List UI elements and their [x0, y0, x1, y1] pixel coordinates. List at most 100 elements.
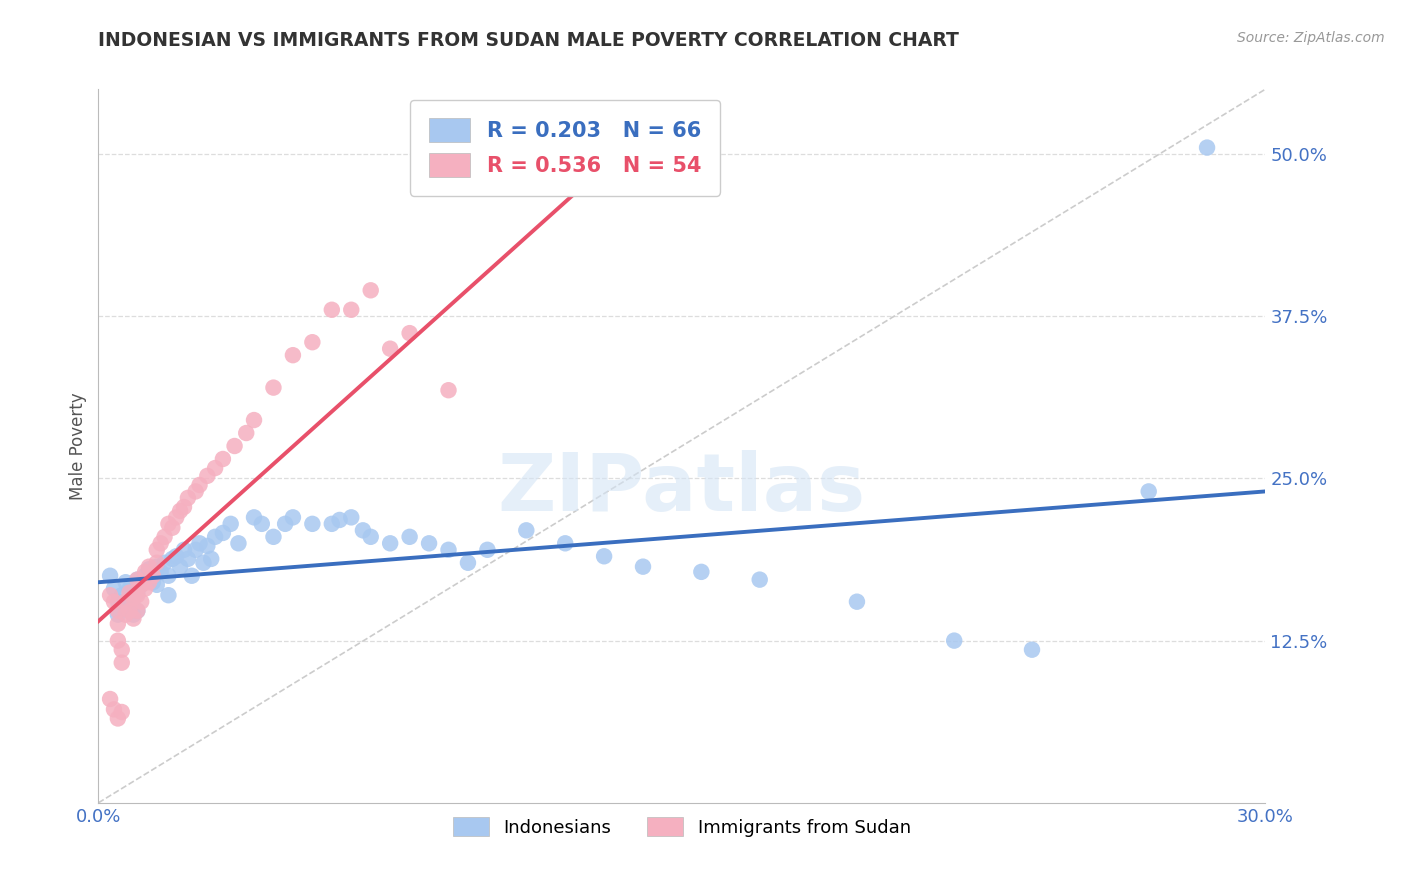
Point — [398, 530, 420, 544]
Point — [340, 510, 363, 524]
Point — [262, 530, 284, 544]
Point — [1195, 140, 1218, 154]
Point — [146, 578, 169, 592]
Point — [162, 552, 184, 566]
Point — [437, 383, 460, 397]
Point — [129, 595, 152, 609]
Point — [114, 607, 136, 622]
Point — [748, 573, 770, 587]
Point — [122, 607, 145, 622]
Point — [149, 565, 172, 579]
Point — [98, 588, 121, 602]
Point — [146, 556, 169, 570]
Point — [107, 595, 129, 609]
Point — [352, 524, 374, 538]
Point — [690, 565, 713, 579]
Text: Source: ZipAtlas.com: Source: ZipAtlas.com — [1237, 31, 1385, 45]
Point — [107, 633, 129, 648]
Point — [204, 461, 226, 475]
Point — [184, 484, 207, 499]
Point — [157, 568, 180, 582]
Point — [162, 521, 184, 535]
Point — [165, 549, 187, 564]
Point — [153, 556, 176, 570]
Point — [138, 562, 160, 576]
Point — [127, 585, 149, 599]
Point — [118, 585, 141, 599]
Point — [134, 568, 156, 582]
Point — [188, 536, 211, 550]
Point — [360, 283, 382, 297]
Point — [127, 573, 149, 587]
Point — [157, 516, 180, 531]
Point — [204, 530, 226, 544]
Point — [173, 542, 195, 557]
Point — [107, 711, 129, 725]
Point — [360, 530, 382, 544]
Point — [219, 516, 242, 531]
Point — [111, 705, 134, 719]
Point — [122, 591, 145, 605]
Y-axis label: Male Poverty: Male Poverty — [69, 392, 87, 500]
Text: INDONESIAN VS IMMIGRANTS FROM SUDAN MALE POVERTY CORRELATION CHART: INDONESIAN VS IMMIGRANTS FROM SUDAN MALE… — [98, 31, 959, 50]
Point — [631, 559, 654, 574]
Point — [437, 542, 460, 557]
Point — [118, 582, 141, 596]
Point — [212, 452, 235, 467]
Point — [193, 556, 215, 570]
Point — [515, 524, 537, 538]
Legend: Indonesians, Immigrants from Sudan: Indonesians, Immigrants from Sudan — [446, 810, 918, 844]
Point — [224, 439, 246, 453]
Point — [177, 491, 200, 505]
Point — [274, 516, 297, 531]
Point — [398, 326, 420, 340]
Point — [1021, 642, 1043, 657]
Point — [103, 582, 125, 596]
Point — [138, 575, 160, 590]
Point — [380, 536, 402, 550]
Point — [173, 500, 195, 514]
Point — [380, 342, 402, 356]
Point — [107, 616, 129, 631]
Point — [129, 578, 152, 592]
Point — [146, 542, 169, 557]
Point — [457, 556, 479, 570]
Point — [118, 604, 141, 618]
Point — [301, 335, 323, 350]
Point — [243, 413, 266, 427]
Point — [243, 510, 266, 524]
Point — [127, 604, 149, 618]
Point — [127, 573, 149, 587]
Point — [103, 595, 125, 609]
Text: ZIPatlas: ZIPatlas — [498, 450, 866, 528]
Point — [212, 525, 235, 540]
Point — [142, 575, 165, 590]
Point — [195, 468, 218, 483]
Point — [250, 516, 273, 531]
Point — [114, 595, 136, 609]
Point — [195, 539, 218, 553]
Point — [262, 381, 284, 395]
Point — [340, 302, 363, 317]
Point — [593, 549, 616, 564]
Point — [281, 510, 304, 524]
Point — [122, 611, 145, 625]
Point — [127, 604, 149, 618]
Point — [111, 642, 134, 657]
Point — [138, 559, 160, 574]
Point — [98, 692, 121, 706]
Point — [177, 552, 200, 566]
Point — [180, 568, 202, 582]
Point — [321, 516, 343, 531]
Point — [943, 633, 966, 648]
Point — [281, 348, 304, 362]
Point — [329, 513, 352, 527]
Point — [188, 478, 211, 492]
Point — [477, 542, 499, 557]
Point — [321, 302, 343, 317]
Point — [134, 565, 156, 579]
Point — [418, 536, 440, 550]
Point — [98, 568, 121, 582]
Point — [146, 559, 169, 574]
Point — [200, 552, 222, 566]
